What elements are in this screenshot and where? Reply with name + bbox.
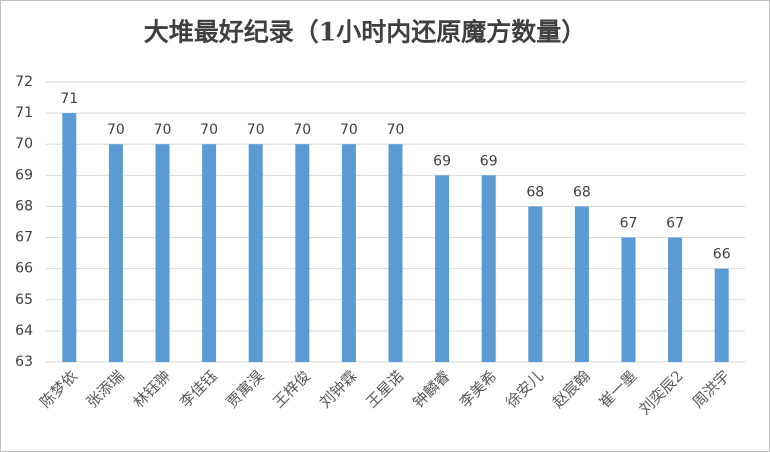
y-tick-label: 66 — [15, 261, 33, 277]
y-tick-label: 68 — [15, 198, 33, 214]
data-label: 70 — [107, 122, 125, 138]
bar — [62, 113, 77, 362]
y-tick-label: 63 — [15, 354, 33, 370]
data-label: 68 — [526, 184, 544, 200]
bar — [248, 144, 263, 362]
data-label: 70 — [340, 122, 358, 138]
bar — [108, 144, 123, 362]
data-label: 66 — [713, 247, 731, 263]
data-label: 70 — [293, 122, 311, 138]
chart-title: 大堆最好纪录（1小时内还原魔方数量） — [144, 18, 586, 47]
data-label: 70 — [154, 122, 172, 138]
data-label: 68 — [573, 184, 591, 200]
bar — [668, 237, 683, 362]
bar — [341, 144, 356, 362]
bar — [714, 268, 729, 362]
bar — [481, 175, 496, 362]
bar — [435, 175, 450, 362]
y-tick-label: 64 — [15, 323, 33, 339]
bar — [202, 144, 217, 362]
y-tick-label: 67 — [15, 230, 33, 246]
bar — [388, 144, 403, 362]
data-label: 71 — [60, 91, 78, 107]
data-label: 70 — [200, 122, 218, 138]
bar — [528, 206, 543, 362]
y-tick-label: 72 — [15, 74, 33, 90]
bar — [295, 144, 310, 362]
data-label: 69 — [480, 153, 498, 169]
data-label: 67 — [666, 216, 684, 232]
y-tick-label: 65 — [15, 292, 33, 308]
bar — [155, 144, 170, 362]
data-label: 70 — [247, 122, 265, 138]
y-tick-label: 70 — [15, 136, 33, 152]
data-label: 69 — [433, 153, 451, 169]
bar — [621, 237, 636, 362]
y-tick-label: 69 — [15, 167, 33, 183]
data-label: 67 — [620, 216, 638, 232]
y-tick-label: 71 — [15, 105, 33, 121]
bar — [574, 206, 589, 362]
data-label: 70 — [387, 122, 405, 138]
